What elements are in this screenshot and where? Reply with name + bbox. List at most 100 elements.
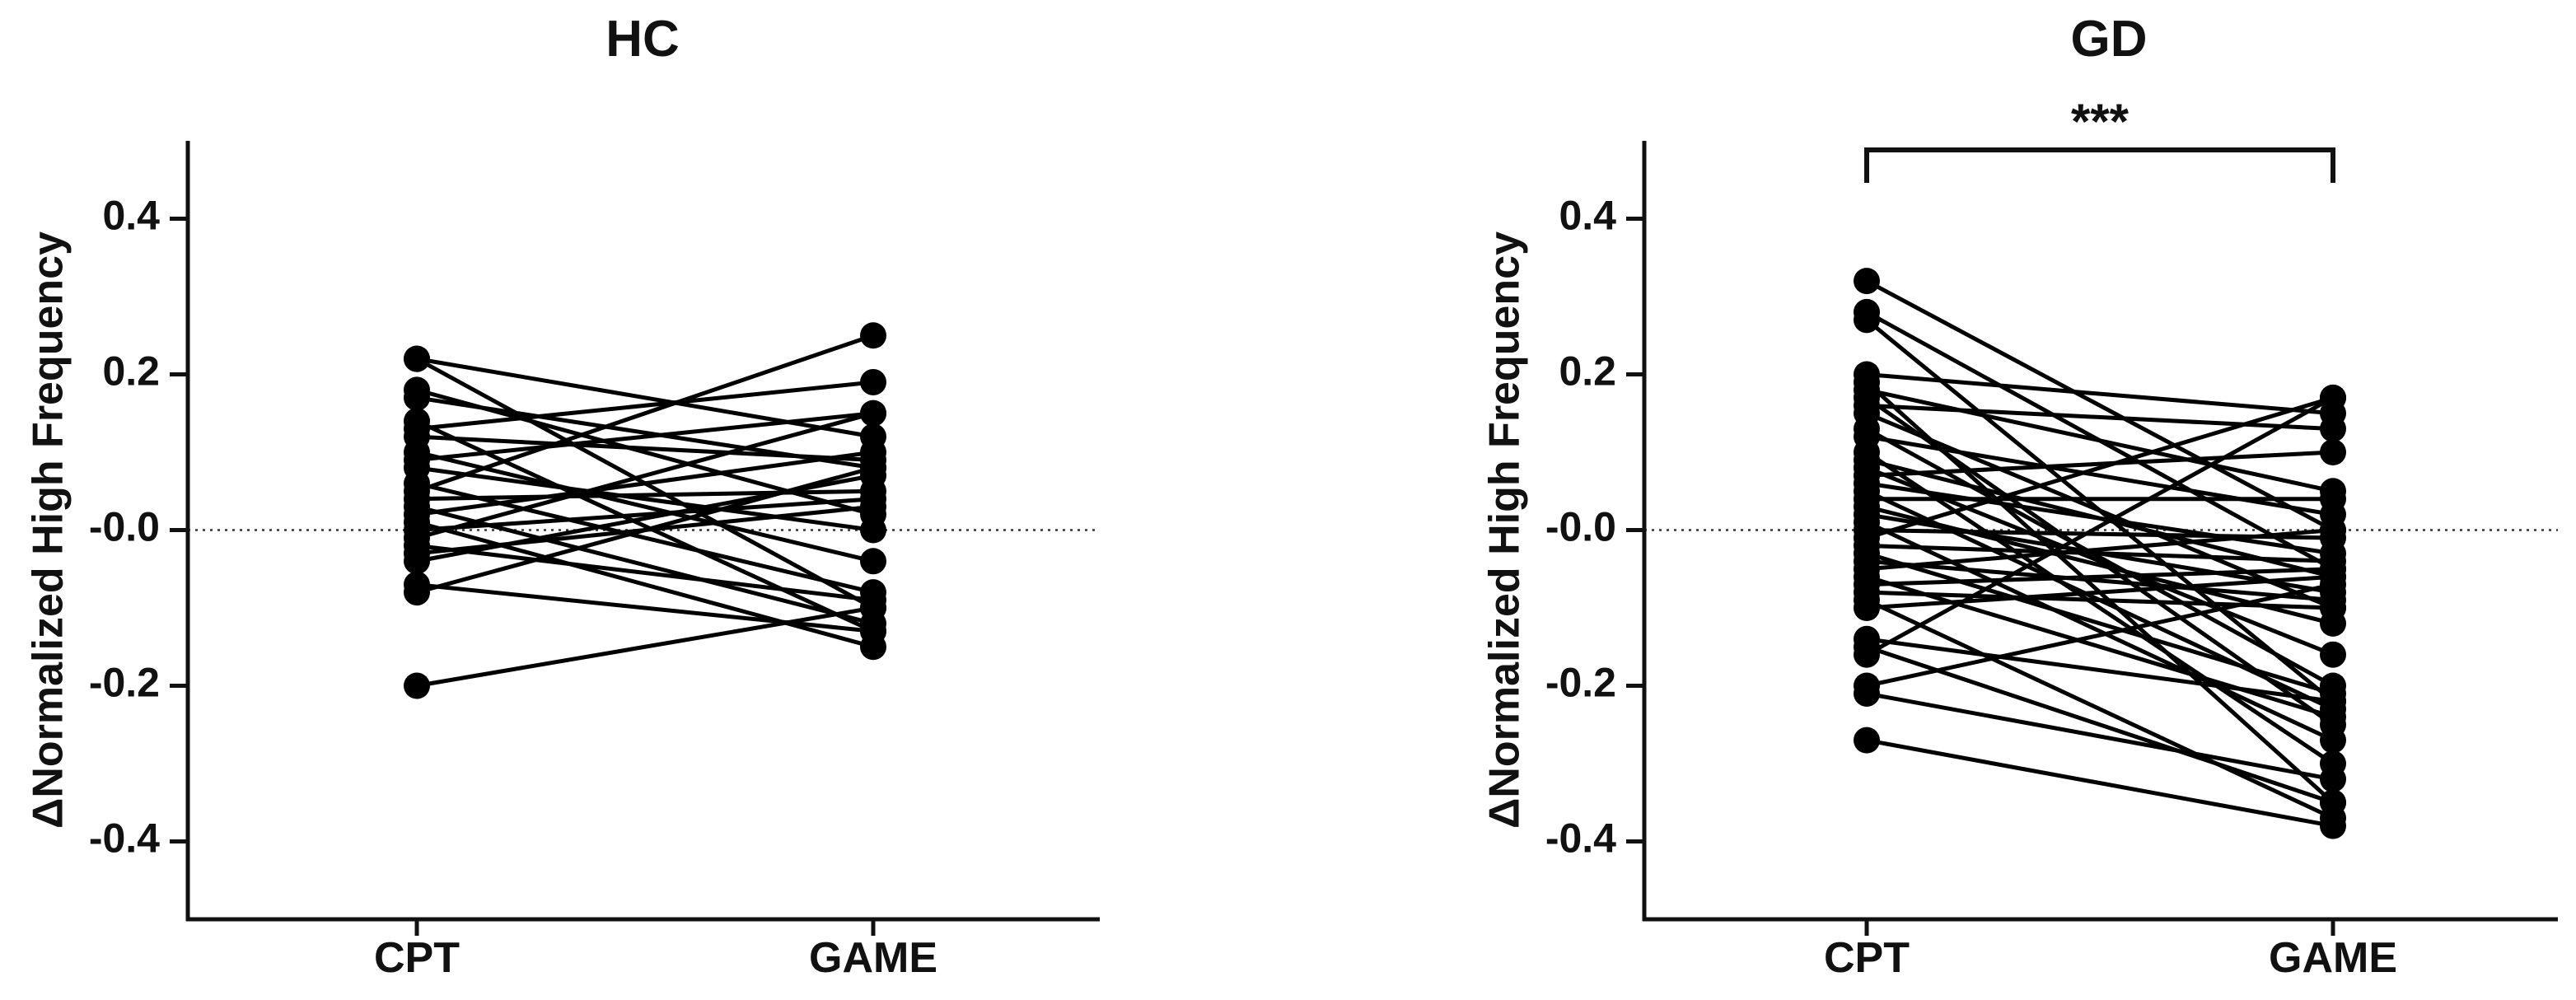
paired-line bbox=[1865, 395, 2335, 657]
paired-line bbox=[1866, 644, 2334, 805]
paired-line bbox=[1866, 434, 2334, 517]
y-tick-label: -0.4 bbox=[89, 815, 160, 862]
y-tick-label: 0.4 bbox=[102, 193, 160, 239]
paired-line bbox=[1866, 543, 2334, 563]
data-point bbox=[2320, 641, 2346, 668]
paired-line bbox=[1866, 558, 2334, 603]
data-point bbox=[860, 400, 886, 427]
significance-label: *** bbox=[2071, 94, 2130, 149]
y-tick-label: -0.0 bbox=[89, 504, 160, 550]
paired-line bbox=[1865, 278, 2335, 532]
data-point bbox=[2320, 516, 2346, 544]
data-point bbox=[2320, 812, 2346, 839]
y-tick-label: -0.0 bbox=[1545, 504, 1616, 550]
data-point bbox=[404, 672, 430, 699]
data-point bbox=[860, 516, 886, 544]
paired-line bbox=[1866, 574, 2334, 719]
y-axis-label: ΔNormalized High Frequency bbox=[1481, 231, 1529, 829]
y-axis-label: ΔNormalized High Frequency bbox=[25, 231, 72, 829]
paired-line bbox=[416, 450, 874, 563]
data-point bbox=[404, 579, 430, 606]
data-point bbox=[404, 345, 430, 372]
paired-line bbox=[416, 520, 874, 649]
paired-line bbox=[1866, 738, 2334, 829]
series-group bbox=[404, 322, 886, 699]
data-point bbox=[2320, 384, 2346, 411]
paired-line bbox=[1866, 637, 2334, 703]
data-point bbox=[860, 368, 886, 395]
data-point bbox=[2320, 688, 2346, 715]
paired-line bbox=[1865, 520, 2335, 742]
data-point bbox=[2320, 595, 2346, 621]
data-point bbox=[1854, 680, 1880, 707]
paired-line bbox=[416, 497, 874, 532]
paired-line bbox=[1866, 567, 2334, 587]
paired-line bbox=[416, 450, 874, 517]
data-point bbox=[2320, 727, 2346, 754]
paired-line bbox=[416, 582, 874, 633]
paired-line bbox=[1865, 450, 2335, 766]
data-point bbox=[2320, 485, 2346, 512]
data-point bbox=[2320, 415, 2346, 442]
paired-line bbox=[1866, 528, 2334, 572]
series-group bbox=[1854, 268, 2346, 839]
paired-line bbox=[416, 411, 874, 462]
x-tick-label: GAME bbox=[2269, 934, 2397, 982]
paired-line bbox=[1866, 551, 2334, 696]
paired-line bbox=[1866, 387, 2334, 493]
y-tick-label: -0.2 bbox=[1545, 660, 1616, 706]
y-tick-label: -0.2 bbox=[89, 660, 160, 706]
paired-line bbox=[1866, 481, 2334, 556]
paired-line bbox=[416, 488, 874, 502]
data-point bbox=[860, 548, 886, 575]
paired-line bbox=[1866, 590, 2334, 610]
paired-line bbox=[416, 465, 874, 532]
x-tick-label: CPT bbox=[1824, 934, 1910, 982]
data-point bbox=[860, 322, 886, 349]
data-point bbox=[2320, 765, 2346, 792]
paired-line bbox=[1866, 574, 2334, 610]
paired-line bbox=[416, 543, 874, 603]
paired-line bbox=[416, 357, 874, 439]
data-point bbox=[404, 384, 430, 411]
paired-line bbox=[1866, 691, 2334, 782]
paired-line bbox=[416, 411, 874, 540]
data-point bbox=[1854, 727, 1880, 754]
paired-line bbox=[1866, 372, 2334, 416]
data-point bbox=[1854, 306, 1880, 334]
paired-line bbox=[1866, 411, 2334, 610]
y-tick-label: -0.4 bbox=[1545, 815, 1616, 862]
paired-line bbox=[416, 605, 874, 688]
y-tick-label: 0.2 bbox=[1559, 348, 1616, 395]
data-point bbox=[404, 548, 430, 575]
chart-title: GD bbox=[2071, 11, 2148, 68]
y-tick-label: 0.2 bbox=[102, 348, 160, 395]
x-tick-label: CPT bbox=[374, 934, 460, 982]
data-point bbox=[1854, 595, 1880, 621]
paired-line bbox=[416, 465, 874, 595]
paired-line bbox=[1866, 403, 2334, 432]
data-point bbox=[1854, 641, 1880, 668]
x-tick-label: GAME bbox=[809, 934, 937, 982]
data-point bbox=[860, 595, 886, 621]
data-point bbox=[860, 618, 886, 645]
data-point bbox=[2320, 571, 2346, 598]
paired-line bbox=[416, 434, 874, 462]
significance-bracket bbox=[1864, 147, 2335, 183]
paired-line bbox=[1866, 450, 2334, 478]
paired-line bbox=[415, 418, 875, 633]
data-point bbox=[860, 493, 886, 521]
data-point bbox=[2320, 789, 2346, 816]
paired-line bbox=[1866, 395, 2334, 540]
paired-line bbox=[416, 333, 874, 493]
chart-title: HC bbox=[605, 11, 680, 68]
data-point bbox=[2320, 439, 2346, 465]
data-point bbox=[860, 454, 886, 481]
paired-line bbox=[1866, 582, 2334, 688]
data-point bbox=[1854, 268, 1880, 295]
paired-line bbox=[1865, 598, 2335, 820]
paired-line bbox=[416, 380, 874, 432]
y-tick-label: 0.4 bbox=[1559, 193, 1616, 239]
